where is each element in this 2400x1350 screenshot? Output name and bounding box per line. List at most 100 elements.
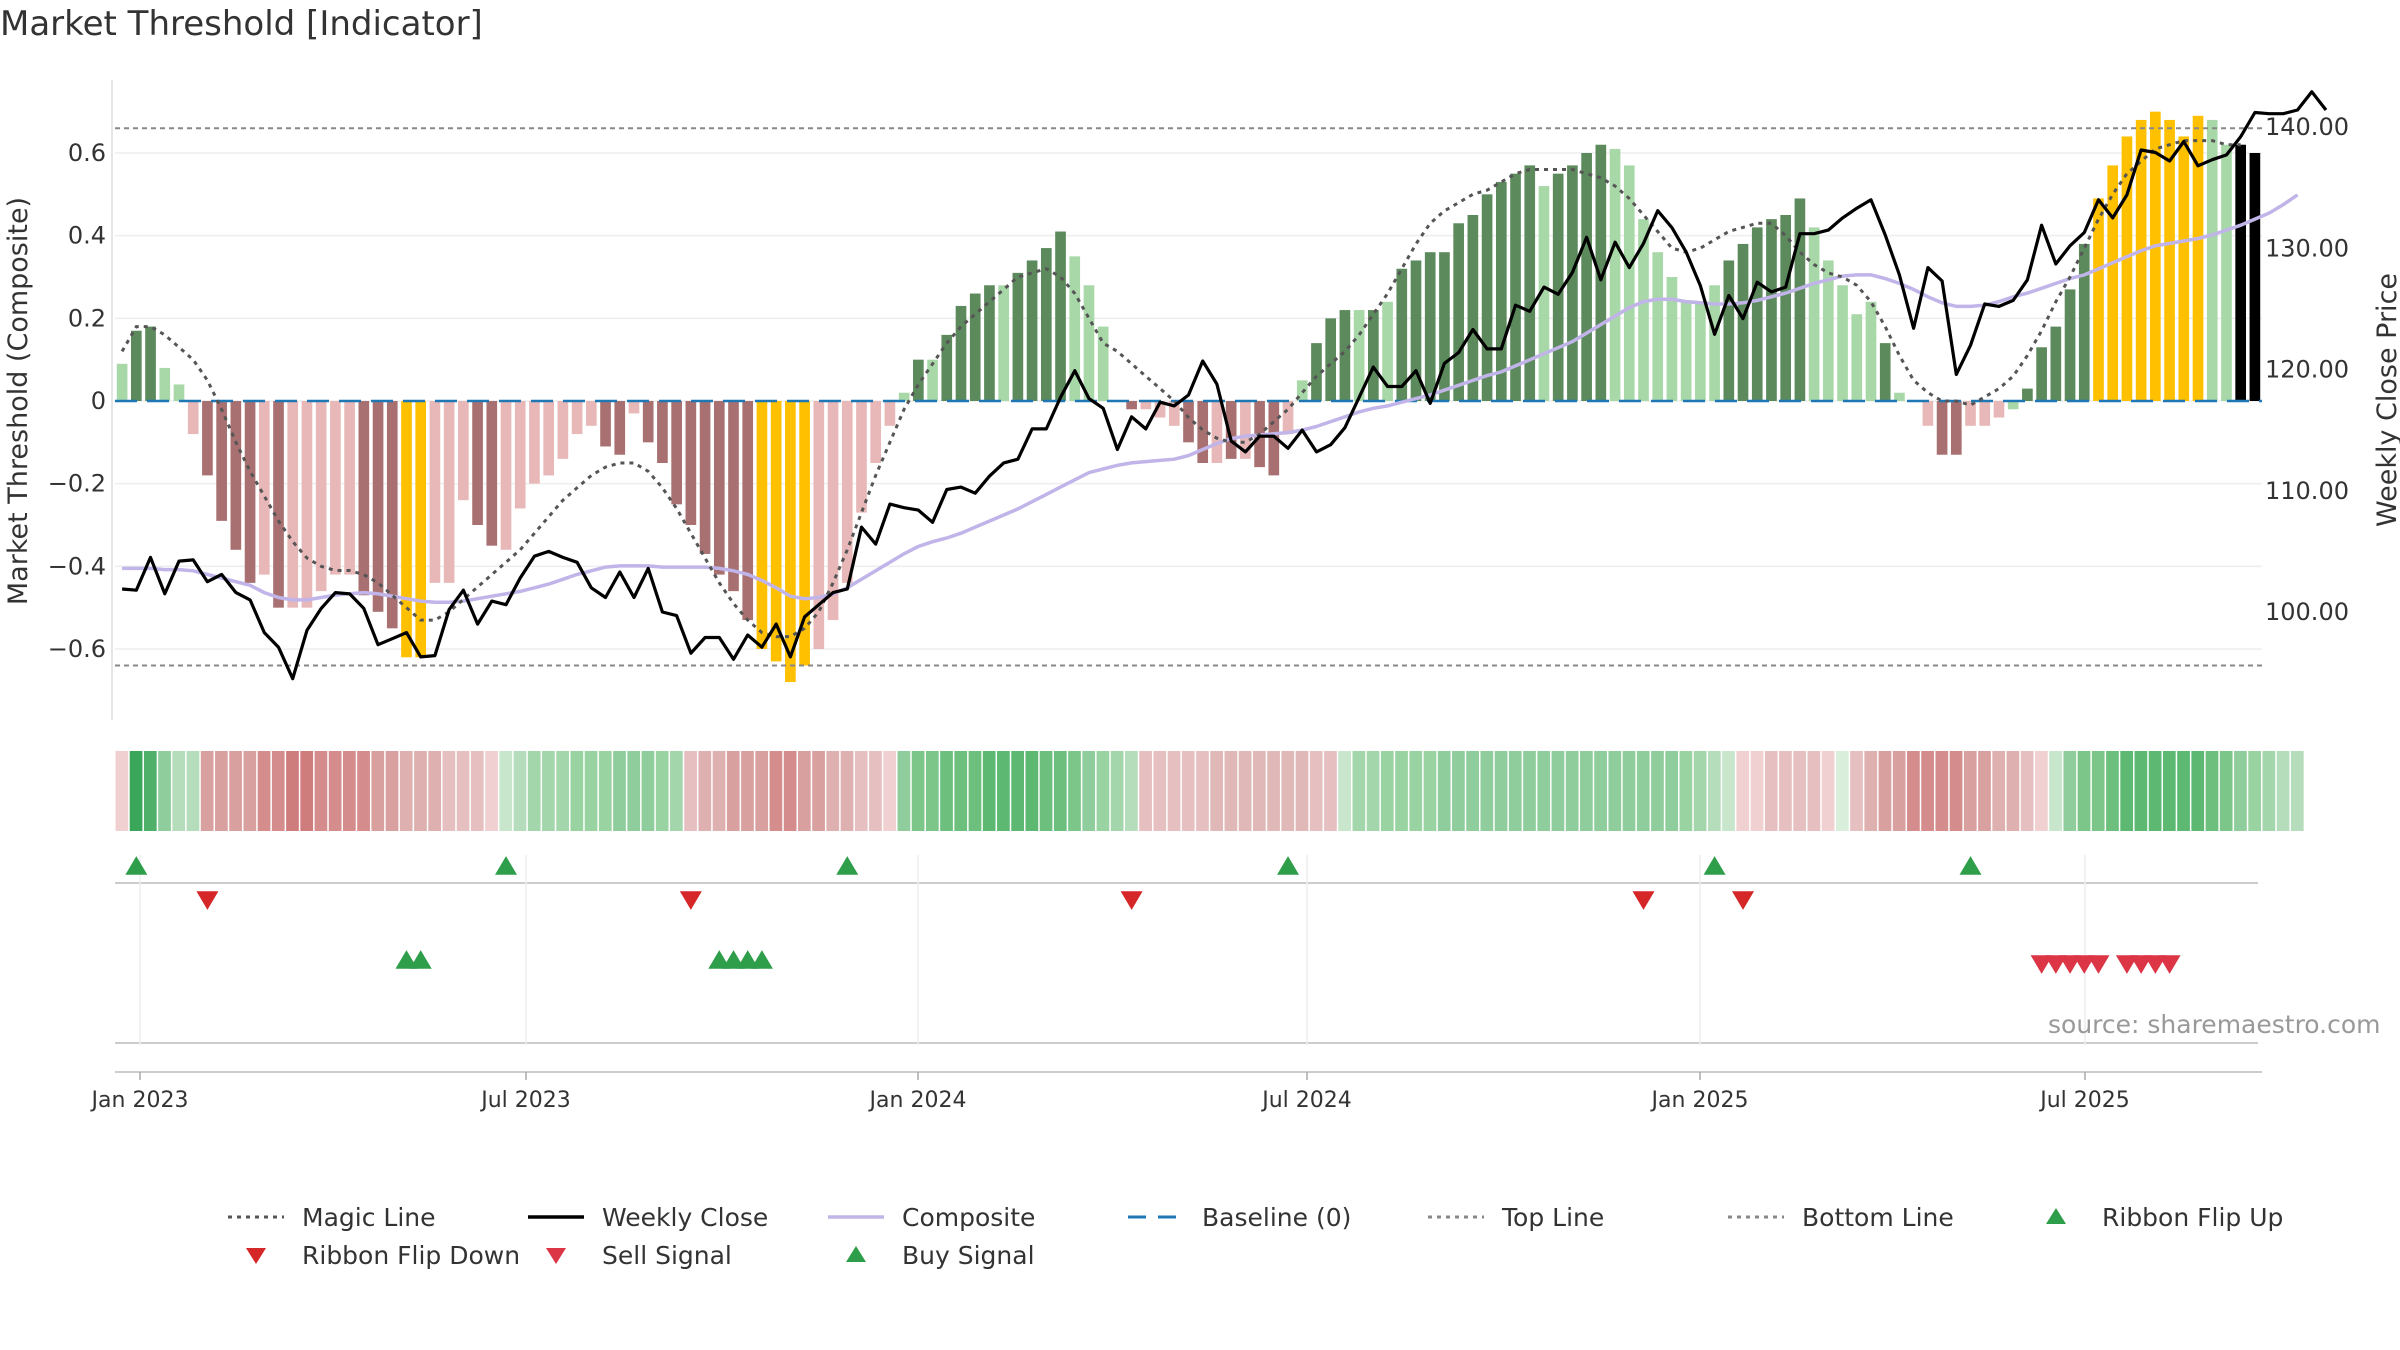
threshold-bar [1339, 310, 1351, 401]
ribbon-cell [1395, 751, 1408, 831]
threshold-bar [2135, 119, 2147, 401]
threshold-bar [1211, 401, 1223, 463]
ribbon-cell [1153, 751, 1167, 831]
threshold-bar [1524, 165, 1536, 401]
ribbon-cell [1380, 751, 1394, 831]
threshold-bar [443, 401, 455, 583]
threshold-bar [2192, 115, 2204, 402]
ribbon-flip-up-marker [495, 856, 518, 875]
ribbon-cell [1907, 751, 1920, 831]
ribbon-cell [1594, 751, 1607, 831]
threshold-bar [173, 384, 185, 401]
threshold-bar [1510, 173, 1521, 401]
threshold-bar [585, 401, 597, 426]
threshold-bar [1680, 301, 1692, 401]
composite-line [122, 193, 2299, 605]
ribbon-flip-up-marker [1277, 856, 1300, 875]
buy-signal-marker [409, 950, 432, 969]
threshold-bar [671, 401, 682, 505]
threshold-bar [1410, 260, 1422, 401]
ribbon-cell [1722, 751, 1735, 831]
threshold-bar [429, 401, 441, 583]
ribbon-cell [499, 751, 513, 831]
ribbon-cell [385, 751, 399, 831]
ribbon-cell [1636, 751, 1650, 831]
ribbon-cell [2020, 751, 2034, 831]
threshold-bar [301, 401, 313, 608]
threshold-bar [898, 392, 910, 401]
ribbon-cell [513, 751, 527, 831]
sell-signal-marker [2115, 955, 2138, 974]
legend-item: Ribbon Flip Up [2028, 1200, 2283, 1234]
ribbon-cell [2248, 751, 2261, 831]
threshold-bar [1950, 401, 1962, 455]
threshold-bar [202, 401, 213, 476]
buy-signal-marker [722, 950, 745, 969]
ribbon-cell [1622, 751, 1636, 831]
threshold-bar [1069, 256, 1081, 401]
threshold-bar [1538, 186, 1550, 401]
legend-label: Bottom Line [1802, 1202, 1954, 1232]
ribbon-cell [1011, 751, 1024, 831]
threshold-bar [344, 401, 355, 575]
right-tick-label: 100.00 [2265, 598, 2349, 626]
ribbon-cell [414, 751, 427, 831]
ribbon-cell [342, 751, 356, 831]
threshold-bar [1837, 285, 1848, 401]
ribbon-cell [1892, 751, 1906, 831]
ribbon-cell [613, 751, 626, 831]
ribbon-flip-down-marker [1732, 891, 1755, 910]
ribbon-cell [1139, 751, 1152, 831]
left-axis-label: Market Threshold (Composite) [3, 197, 34, 605]
right-axis-label: Weekly Close Price [2372, 273, 2400, 527]
ribbon-cell [1793, 751, 1807, 831]
threshold-bar [386, 401, 398, 629]
threshold-bar [2150, 111, 2161, 402]
ribbon-cell [2219, 751, 2233, 831]
threshold-bar [514, 401, 526, 509]
legend-label: Composite [902, 1202, 1036, 1232]
threshold-bar [557, 401, 569, 459]
threshold-bar [1567, 165, 1578, 401]
ribbon-cell [1807, 751, 1821, 831]
threshold-bar [1993, 401, 2005, 418]
sell-signal-marker [2030, 955, 2053, 974]
x-tick-label: Jan 2025 [1650, 1088, 1749, 1113]
ribbon-cell [968, 751, 982, 831]
legend-label: Magic Line [302, 1202, 436, 1232]
threshold-bar [1851, 314, 1863, 401]
legend-item: Baseline (0) [1128, 1200, 1351, 1234]
ribbon-cell [598, 751, 612, 831]
ribbon-cell [456, 751, 470, 831]
threshold-bar [1709, 285, 1720, 401]
legend-item: Ribbon Flip Down [228, 1238, 520, 1272]
threshold-bar [401, 401, 412, 658]
threshold-bar [1396, 268, 1408, 401]
ribbon-cell [2276, 751, 2290, 831]
ribbon-cell [357, 751, 370, 831]
ribbon-cell [897, 751, 911, 831]
ribbon-cell [371, 751, 385, 831]
threshold-bar [1325, 318, 1337, 401]
threshold-bar [1695, 301, 1706, 401]
chart-title: Market Threshold [Indicator] [0, 4, 483, 44]
threshold-bar [1723, 260, 1735, 401]
threshold-bar [1311, 343, 1322, 401]
ribbon-cell [328, 751, 342, 831]
legend-symbol-icon [528, 1245, 584, 1265]
ribbon-cell [684, 751, 697, 831]
legend-item: Sell Signal [528, 1238, 732, 1272]
ribbon-flip-down-marker [679, 891, 702, 910]
ribbon-cell [1480, 751, 1494, 831]
ribbon-cell [2262, 751, 2276, 831]
ribbon-cell [215, 751, 228, 831]
threshold-bar [571, 401, 583, 435]
ribbon-cell [1878, 751, 1892, 831]
left-tick-label: 0.6 [68, 139, 106, 167]
threshold-bar [1168, 401, 1180, 426]
threshold-bar [813, 401, 825, 649]
ribbon-cell [698, 751, 712, 831]
threshold-bar [785, 401, 796, 683]
ribbon-cell [854, 751, 868, 831]
threshold-bar [330, 401, 341, 575]
